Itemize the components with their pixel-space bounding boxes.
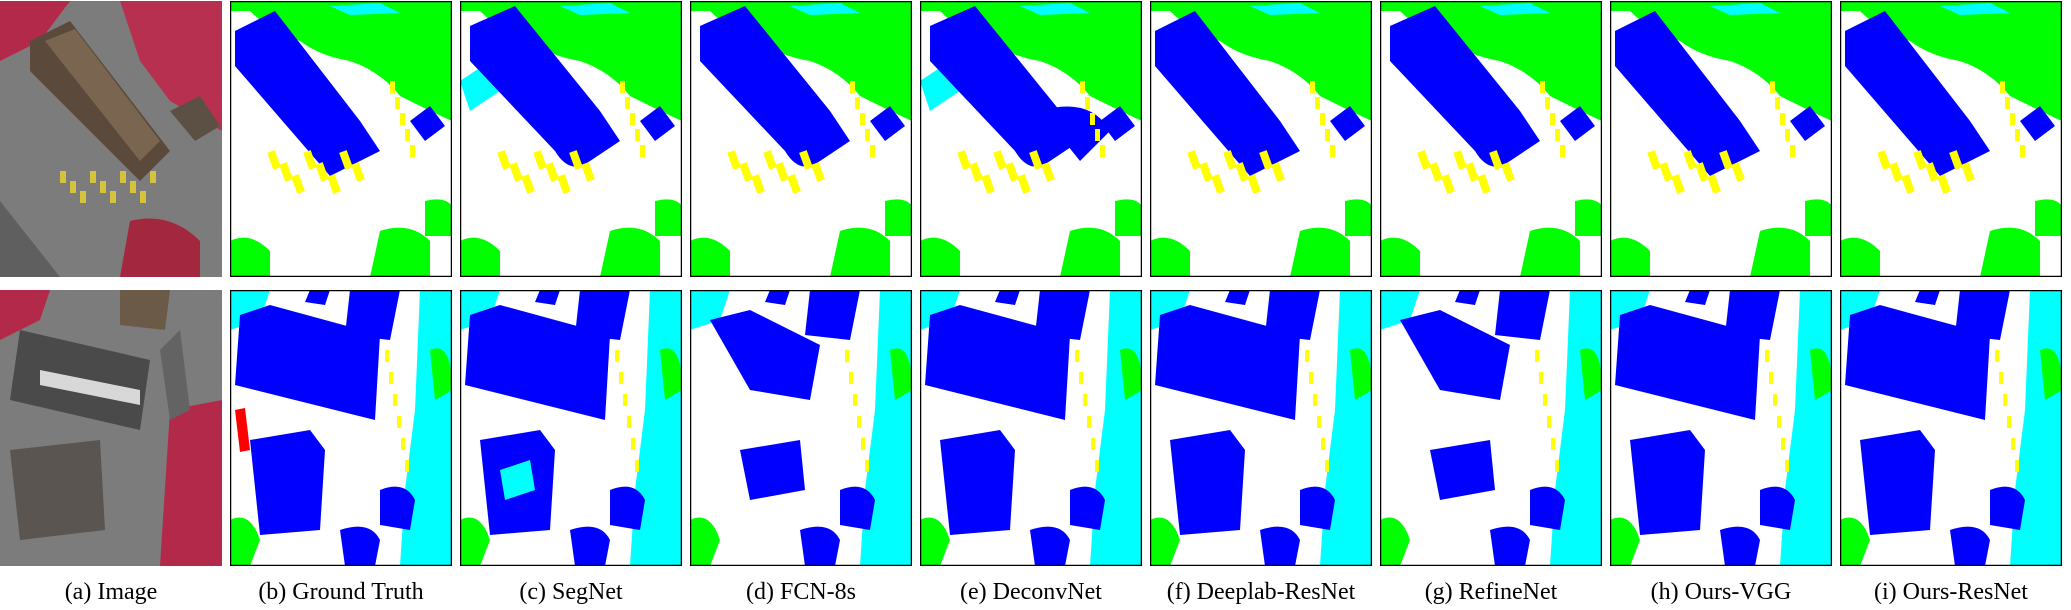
caption-ours-resnet: (i) Ours-ResNet: [1874, 579, 2028, 605]
caption-segnet: (c) SegNet: [519, 579, 623, 605]
caption-deeplab-resnet: (f) Deeplab-ResNet: [1166, 579, 1356, 605]
panel-ours-resnet-row-1: [1840, 1, 2062, 277]
panel-image-row-2: [0, 290, 222, 566]
panel-deeplab-resnet-row-2: [1150, 290, 1372, 566]
panel-deconvnet-row-1: [920, 1, 1142, 277]
caption-deconvnet: (e) DeconvNet: [960, 579, 1102, 605]
panel-image-row-1: [0, 1, 222, 277]
panel-segnet-row-1: [460, 1, 682, 277]
panel-fcn-8s-row-2: [690, 290, 912, 566]
panel-segnet-row-2: [460, 290, 682, 566]
caption-refinenet: (g) RefineNet: [1424, 579, 1558, 605]
panel-fcn-8s-row-1: [690, 1, 912, 277]
caption-ground-truth: (b) Ground Truth: [258, 579, 424, 605]
panel-ground-truth-row-2: [230, 290, 452, 566]
caption-ours-vgg: (h) Ours-VGG: [1650, 579, 1792, 605]
panel-refinenet-row-2: [1380, 290, 1602, 566]
panel-deconvnet-row-2: [920, 290, 1142, 566]
panel-refinenet-row-1: [1380, 1, 1602, 277]
panel-ours-vgg-row-2: [1610, 290, 1832, 566]
panel-deeplab-resnet-row-1: [1150, 1, 1372, 277]
caption-fcn-8s: (d) FCN-8s: [745, 579, 856, 605]
panel-ours-resnet-row-2: [1840, 290, 2062, 566]
panel-ours-vgg-row-1: [1610, 1, 1832, 277]
panel-ground-truth-row-1: [230, 1, 452, 277]
caption-image: (a) Image: [64, 579, 158, 605]
